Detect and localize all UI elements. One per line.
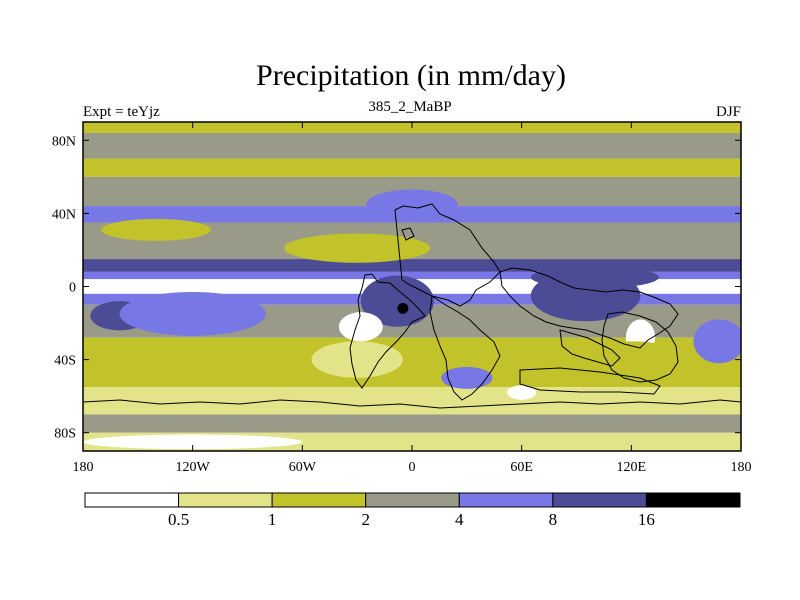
- map-plot-area: 180 120W 60W 0 60E 120E 180 80N 40N 0 40S 80S: [52, 121, 752, 475]
- season-label: DJF: [716, 104, 741, 120]
- period-label: 385_2_MaBP: [368, 99, 451, 115]
- x-axis: 180 120W 60W 0 60E 120E 180: [73, 122, 752, 475]
- coastline-north-africa: [394, 203, 501, 307]
- precip-patch-8: [397, 302, 409, 314]
- precip-band-2: [83, 158, 741, 177]
- colorbar-swatch-6: [645, 492, 741, 508]
- y-tick-label-2: 0: [69, 281, 76, 296]
- coastline-mid-south-land: [519, 367, 661, 395]
- colorbar: 0.5 1 2 4 8 16: [84, 492, 741, 529]
- precip-band-6: [83, 259, 741, 272]
- y-tick-label-0: 80N: [52, 134, 76, 149]
- coastline-maritime-continent: [559, 329, 621, 367]
- x-tick-label-2: 60W: [289, 460, 317, 475]
- colorbar-label-2: 2: [361, 510, 370, 529]
- colorbar-label-4: 8: [549, 510, 558, 529]
- coastline-australia: [601, 311, 679, 383]
- y-tick-label-1: 40N: [52, 207, 76, 222]
- colorbar-swatch-2: [271, 492, 367, 508]
- colorbar-label-0: 0.5: [168, 510, 189, 529]
- precip-band-13: [83, 414, 741, 433]
- precip-patch-4: [366, 189, 458, 219]
- precip-patch-1: [284, 233, 431, 263]
- precip-band-1: [83, 132, 741, 159]
- coastline-south-america: [349, 273, 426, 389]
- x-tick-label-0: 180: [73, 460, 94, 475]
- x-tick-label-6: 180: [731, 460, 752, 475]
- chart-title: Precipitation (in mm/day): [256, 59, 566, 92]
- precip-patch-16: [83, 434, 303, 450]
- x-tick-label-1: 120W: [176, 460, 211, 475]
- precip-band-7: [83, 271, 741, 280]
- colorbar-swatch-4: [458, 492, 554, 508]
- colorbar-label-5: 16: [638, 510, 655, 529]
- coastline-outlines: [83, 203, 741, 451]
- x-tick-label-3: 0: [409, 460, 416, 475]
- precip-patch-9: [338, 312, 383, 342]
- precip-patch-12: [576, 341, 687, 378]
- y-axis: 80N 40N 0 40S 80S: [52, 134, 741, 442]
- precip-patch-14: [441, 366, 493, 389]
- y-tick-label-4: 80S: [54, 427, 76, 442]
- experiment-label: Expt = teYjz: [83, 104, 160, 120]
- coastline-asia: [499, 267, 679, 349]
- coastline-antarctica: [83, 399, 741, 451]
- colorbar-label-1: 1: [268, 510, 277, 529]
- colorbar-swatch-5: [552, 492, 647, 508]
- x-tick-label-4: 60E: [510, 460, 533, 475]
- precip-patch-0: [101, 218, 211, 241]
- colorbar-swatch-1: [178, 492, 273, 508]
- precip-patch-3: [119, 291, 266, 336]
- colorbar-swatch-3: [365, 492, 460, 508]
- coastline-africa-south: [429, 295, 501, 401]
- precip-patch-11: [311, 341, 403, 378]
- colorbar-swatch-0: [84, 492, 180, 508]
- precip-patch-13: [693, 319, 741, 364]
- coastline-small-island: [401, 227, 415, 241]
- colorbar-label-3: 4: [455, 510, 464, 529]
- precip-band-12: [83, 387, 741, 415]
- x-tick-label-5: 120E: [617, 460, 647, 475]
- y-tick-label-3: 40S: [54, 354, 76, 369]
- precip-patch-15: [507, 385, 537, 400]
